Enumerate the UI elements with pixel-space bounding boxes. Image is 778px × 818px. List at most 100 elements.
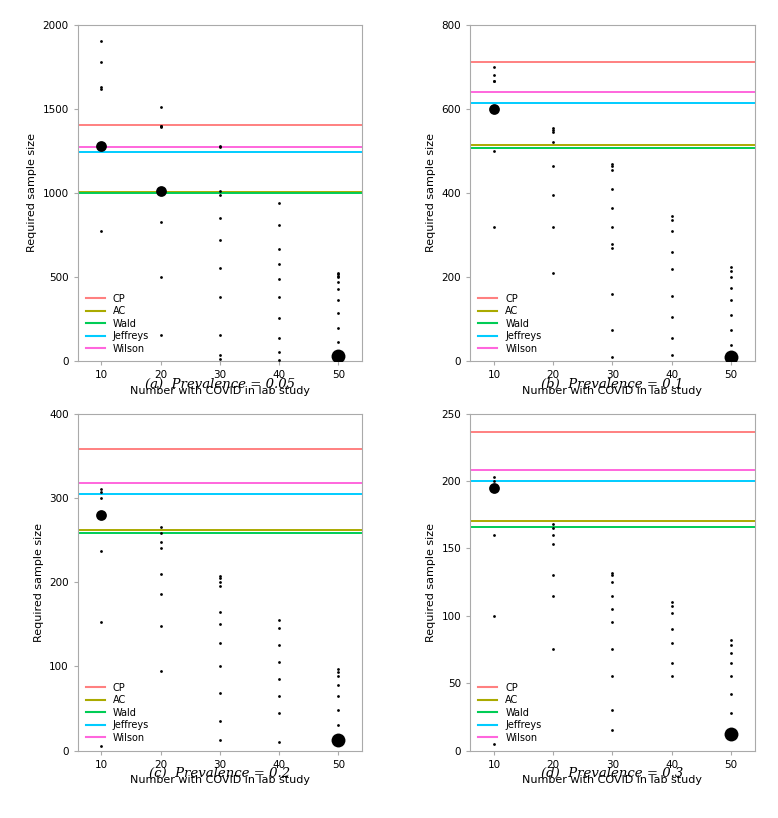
Point xyxy=(488,737,500,750)
X-axis label: Number with COVID in lab study: Number with COVID in lab study xyxy=(523,386,703,396)
Point xyxy=(725,260,738,273)
Point xyxy=(606,643,619,656)
Text: (a)  Prevalence = 0.05: (a) Prevalence = 0.05 xyxy=(145,378,295,391)
Point xyxy=(95,492,107,505)
Point xyxy=(488,74,500,88)
Point xyxy=(725,308,738,321)
Point xyxy=(332,666,345,679)
Point xyxy=(214,353,226,366)
Point xyxy=(273,672,286,685)
Point xyxy=(273,257,286,270)
Point xyxy=(665,606,678,619)
Point xyxy=(488,481,500,494)
Point xyxy=(332,663,345,676)
Point xyxy=(547,522,559,535)
Point xyxy=(488,470,500,483)
Point xyxy=(488,69,500,82)
Point xyxy=(725,633,738,646)
Point xyxy=(665,596,678,609)
Text: (b)  Prevalence = 0.1: (b) Prevalence = 0.1 xyxy=(541,378,684,391)
Point xyxy=(332,670,345,683)
Point xyxy=(332,703,345,717)
Point xyxy=(214,212,226,225)
Point xyxy=(665,622,678,636)
Point xyxy=(606,616,619,629)
Point xyxy=(155,664,167,677)
Point xyxy=(547,267,559,280)
Point xyxy=(665,290,678,303)
Point xyxy=(214,185,226,198)
Point xyxy=(725,351,738,364)
Point xyxy=(273,622,286,635)
Point xyxy=(214,660,226,673)
Point xyxy=(95,616,107,629)
Point xyxy=(332,266,345,279)
Point xyxy=(606,164,619,177)
Point xyxy=(725,323,738,336)
Point xyxy=(155,527,167,540)
Y-axis label: Required sample size: Required sample size xyxy=(27,133,37,253)
Point xyxy=(95,35,107,48)
Point xyxy=(155,521,167,534)
Point xyxy=(273,272,286,285)
Point xyxy=(547,124,559,137)
Point xyxy=(725,656,738,669)
Point xyxy=(155,185,167,198)
Point xyxy=(606,241,619,254)
Point xyxy=(155,542,167,555)
Point xyxy=(665,636,678,649)
Y-axis label: Required sample size: Required sample size xyxy=(426,523,436,641)
Point xyxy=(214,569,226,582)
Point xyxy=(547,136,559,149)
Point xyxy=(155,587,167,600)
Point xyxy=(665,263,678,276)
Point xyxy=(214,262,226,275)
Point xyxy=(214,618,226,631)
Point xyxy=(332,269,345,282)
Point xyxy=(725,647,738,660)
Point xyxy=(155,215,167,228)
Point xyxy=(547,537,559,551)
Point xyxy=(273,735,286,748)
Point xyxy=(606,603,619,616)
Point xyxy=(214,571,226,584)
Y-axis label: Required sample size: Required sample size xyxy=(426,133,436,253)
Point xyxy=(547,518,559,531)
Point xyxy=(273,353,286,366)
Point xyxy=(273,291,286,304)
Point xyxy=(665,348,678,362)
Point xyxy=(547,220,559,233)
Point xyxy=(273,655,286,668)
Point xyxy=(214,329,226,342)
Point xyxy=(95,739,107,753)
Point xyxy=(488,60,500,73)
Point xyxy=(332,690,345,703)
Text: (c)  Prevalence = 0.2: (c) Prevalence = 0.2 xyxy=(149,766,290,780)
Point xyxy=(606,220,619,233)
Point xyxy=(606,182,619,196)
Point xyxy=(95,55,107,68)
Point xyxy=(665,209,678,222)
Point xyxy=(665,245,678,258)
Point xyxy=(273,639,286,652)
Point xyxy=(273,690,286,703)
Point xyxy=(95,224,107,237)
Point xyxy=(606,287,619,300)
Point xyxy=(606,159,619,172)
Point xyxy=(95,139,107,152)
Point xyxy=(665,213,678,227)
Point xyxy=(606,566,619,579)
Point xyxy=(606,724,619,737)
Point xyxy=(606,323,619,336)
Point xyxy=(214,348,226,362)
Point xyxy=(547,121,559,134)
Point xyxy=(332,335,345,348)
Legend: CP, AC, Wald, Jeffreys, Wilson: CP, AC, Wald, Jeffreys, Wilson xyxy=(475,680,545,746)
Point xyxy=(665,670,678,683)
Point xyxy=(214,291,226,304)
Point xyxy=(725,294,738,307)
Point xyxy=(214,580,226,593)
Point xyxy=(273,242,286,255)
Point xyxy=(332,271,345,284)
Point xyxy=(95,485,107,498)
